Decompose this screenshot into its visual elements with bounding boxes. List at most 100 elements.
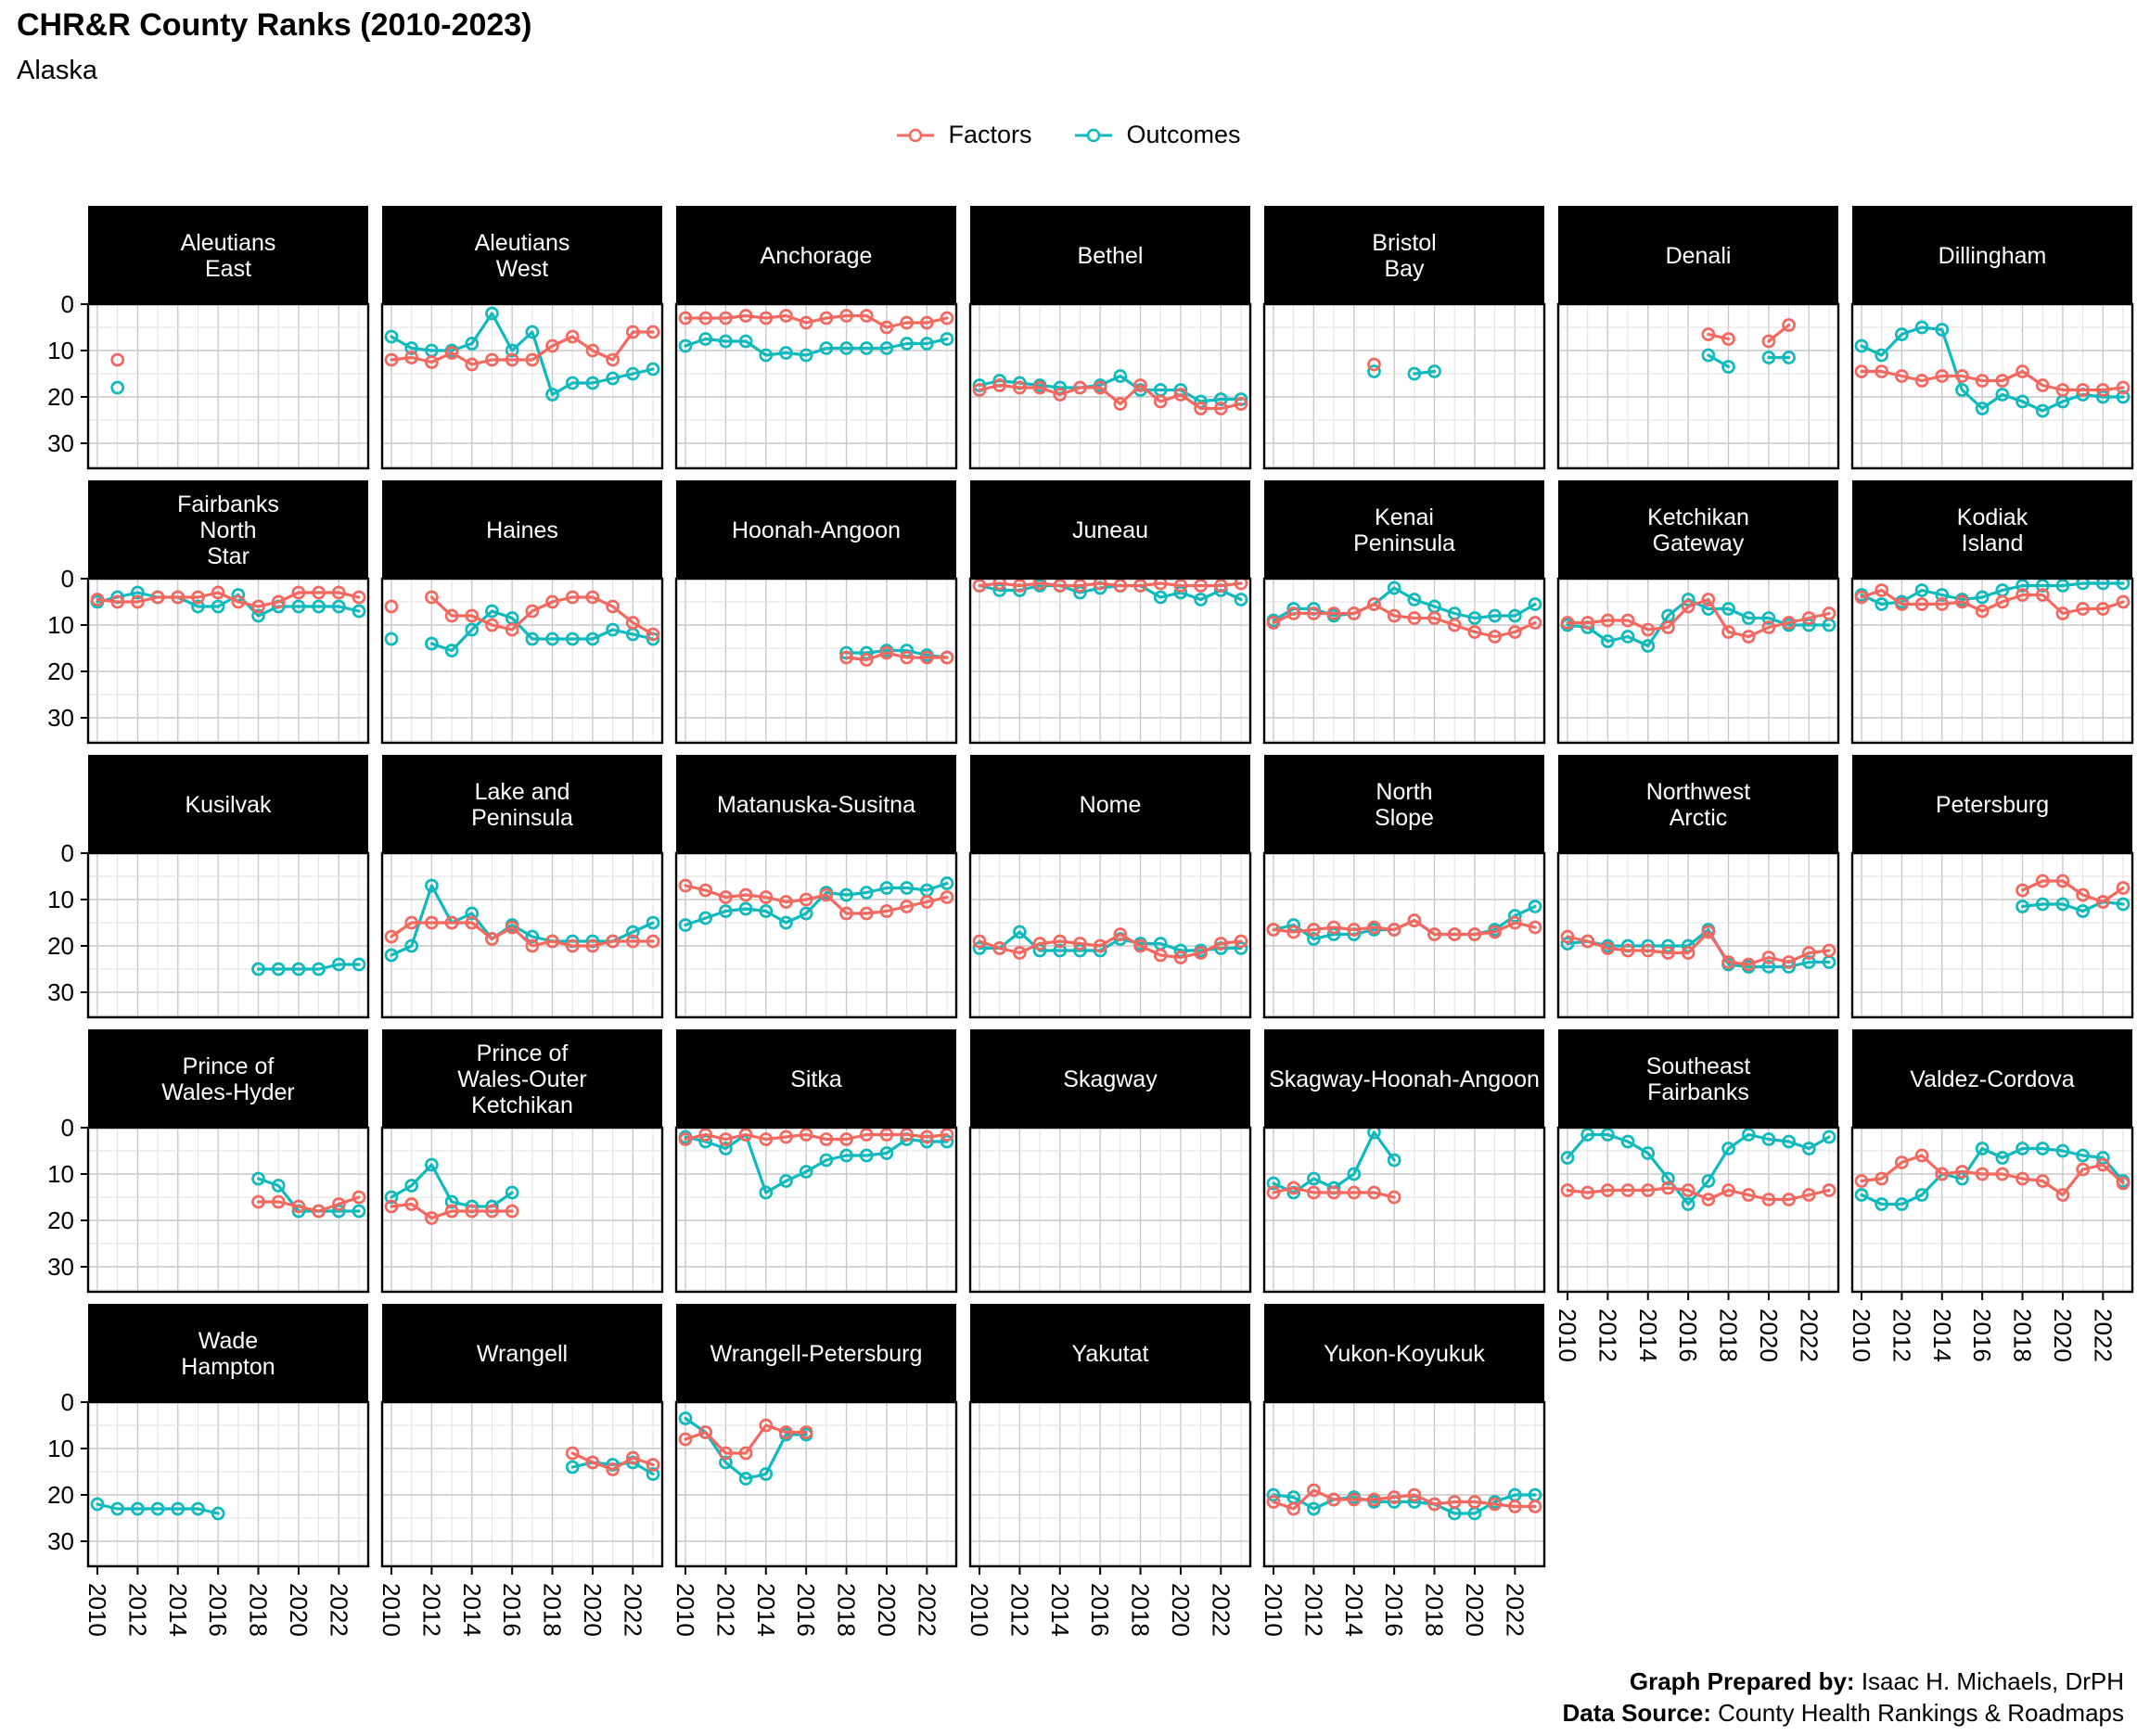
panel-skagway: Skagway	[968, 1029, 1252, 1294]
strip-title-text: West	[496, 256, 549, 282]
series-factors	[1560, 1181, 1836, 1206]
strip-title-text: Yukon-Koyukuk	[1324, 1341, 1485, 1367]
panel-anchorage: Anchorage	[674, 206, 958, 470]
x-axis-tick-label: 2012	[1005, 1583, 1033, 1637]
y-axis-tick-label: 20	[47, 932, 74, 960]
x-axis-tick-label: 2014	[458, 1583, 486, 1637]
strip-title-text: Hoonah-Angoon	[732, 517, 901, 543]
series-factors	[1560, 925, 1836, 972]
footer-credits: Graph Prepared by: Isaac H. Michaels, Dr…	[1562, 1666, 2124, 1729]
plot-area	[1264, 1128, 1544, 1292]
strip-title-bar	[1852, 480, 2132, 579]
y-axis-tick-label: 20	[47, 657, 74, 685]
strip-title-bar	[1558, 480, 1838, 579]
strip-title-text: Kusilvak	[185, 792, 272, 818]
y-axis-tick-label: 10	[47, 337, 74, 364]
legend-item-outcomes: Outcomes	[1074, 121, 1241, 149]
plot-area	[970, 579, 1250, 743]
strip-title-text: Haines	[486, 517, 558, 543]
x-axis-tick-label: 2016	[792, 1583, 820, 1637]
x-axis-tick-label: 2022	[1795, 1308, 1823, 1362]
strip-title-bar	[382, 1029, 662, 1128]
strip-title-text: Northwest	[1646, 779, 1751, 805]
strip-title-bar	[1852, 1029, 2132, 1128]
strip-title-bar	[1264, 206, 1544, 304]
x-axis-tick-label: 2020	[1461, 1583, 1489, 1637]
strip-title-bar	[382, 206, 662, 304]
strip-title-text: Bay	[1384, 256, 1425, 282]
factors-line-icon	[897, 128, 935, 142]
series-outcomes	[678, 332, 954, 363]
plot-area	[970, 1128, 1250, 1292]
panel-wrangell-petersburg: Wrangell-Petersburg 2010 2012 2014 2016 2018 2…	[672, 1304, 958, 1637]
x-axis-tick-label: 2020	[873, 1583, 901, 1637]
series-factors	[2015, 874, 2131, 909]
strip-title-text: Star	[207, 543, 250, 569]
x-axis-tick-label: 2018	[539, 1583, 567, 1637]
x-axis-tick-label: 2010	[1554, 1308, 1581, 1362]
y-axis-tick-label: 10	[47, 1160, 74, 1188]
strip-title-text: Wrangell	[477, 1341, 568, 1367]
strip-title-text: Skagway	[1063, 1066, 1158, 1092]
plot-area	[1558, 304, 1838, 468]
panel-haines: Haines	[380, 480, 664, 745]
strip-title-text: Wade	[198, 1328, 258, 1354]
strip-title-text: Fairbanks	[1647, 1079, 1749, 1105]
x-axis-tick-label: 2022	[325, 1583, 352, 1637]
y-axis-tick-label: 20	[47, 1206, 74, 1234]
strip-title-text: Southeast	[1646, 1053, 1751, 1079]
series-factors	[1266, 1181, 1401, 1205]
panel-kusilvak: Kusilvak 0 10 20 30	[47, 755, 370, 1019]
plot-area	[676, 579, 956, 743]
footer-data-source: Data Source: County Health Rankings & Ro…	[1562, 1699, 2124, 1727]
x-axis-tick-label: 2010	[966, 1583, 993, 1637]
series-outcomes	[384, 604, 660, 657]
strip-title-text: Bristol	[1372, 230, 1436, 256]
series-outcomes	[90, 1497, 225, 1521]
panel-matanuska-susitna: Matanuska-Susitna	[674, 755, 958, 1019]
strip-title-bar	[676, 206, 956, 304]
strip-title-bar	[970, 1304, 1250, 1402]
strip-title-text: Anchorage	[761, 243, 873, 269]
series-factors	[384, 325, 660, 372]
x-axis-tick-label: 2010	[377, 1583, 405, 1637]
y-axis-tick-label: 30	[47, 1253, 74, 1281]
strip-title-bar	[1558, 206, 1838, 304]
x-axis-tick-label: 2018	[1715, 1308, 1743, 1362]
x-axis-tick-label: 2014	[164, 1583, 192, 1637]
x-axis-tick-label: 2016	[1674, 1308, 1702, 1362]
outcomes-line-icon	[1075, 128, 1113, 142]
strip-title-bar	[1264, 755, 1544, 853]
x-axis-tick-label: 2012	[1299, 1583, 1327, 1637]
x-axis-tick-label: 2018	[2009, 1308, 2037, 1362]
x-axis-tick-label: 2022	[913, 1583, 941, 1637]
strip-title-text: North	[199, 517, 256, 543]
plot-area	[970, 1402, 1250, 1566]
series-outcomes	[1560, 1128, 1836, 1211]
strip-title-text: Aleutians	[181, 230, 276, 256]
series-factors	[678, 1418, 813, 1461]
x-axis-tick-label: 2016	[1968, 1308, 1996, 1362]
strip-title-bar	[1558, 755, 1838, 853]
y-axis-tick-label: 30	[47, 1527, 74, 1555]
strip-title-text: Ketchikan	[471, 1092, 573, 1118]
plot-area	[88, 304, 368, 468]
strip-title-bar	[676, 1029, 956, 1128]
series-outcomes	[251, 957, 366, 976]
y-axis-tick-label: 0	[61, 1388, 74, 1416]
panel-hoonah-angoon: Hoonah-Angoon	[674, 480, 958, 745]
series-factors	[678, 878, 954, 921]
series-outcomes	[678, 1128, 954, 1200]
panel-dillingham: Dillingham	[1850, 206, 2134, 470]
strip-title-text: Kodiak	[1957, 504, 2028, 530]
strip-title-bar	[970, 755, 1250, 853]
series-factors	[1266, 1483, 1542, 1516]
strip-title-bar	[1852, 755, 2132, 853]
x-axis-tick-label: 2022	[2089, 1308, 2117, 1362]
x-axis-tick-label: 2014	[1634, 1308, 1662, 1362]
